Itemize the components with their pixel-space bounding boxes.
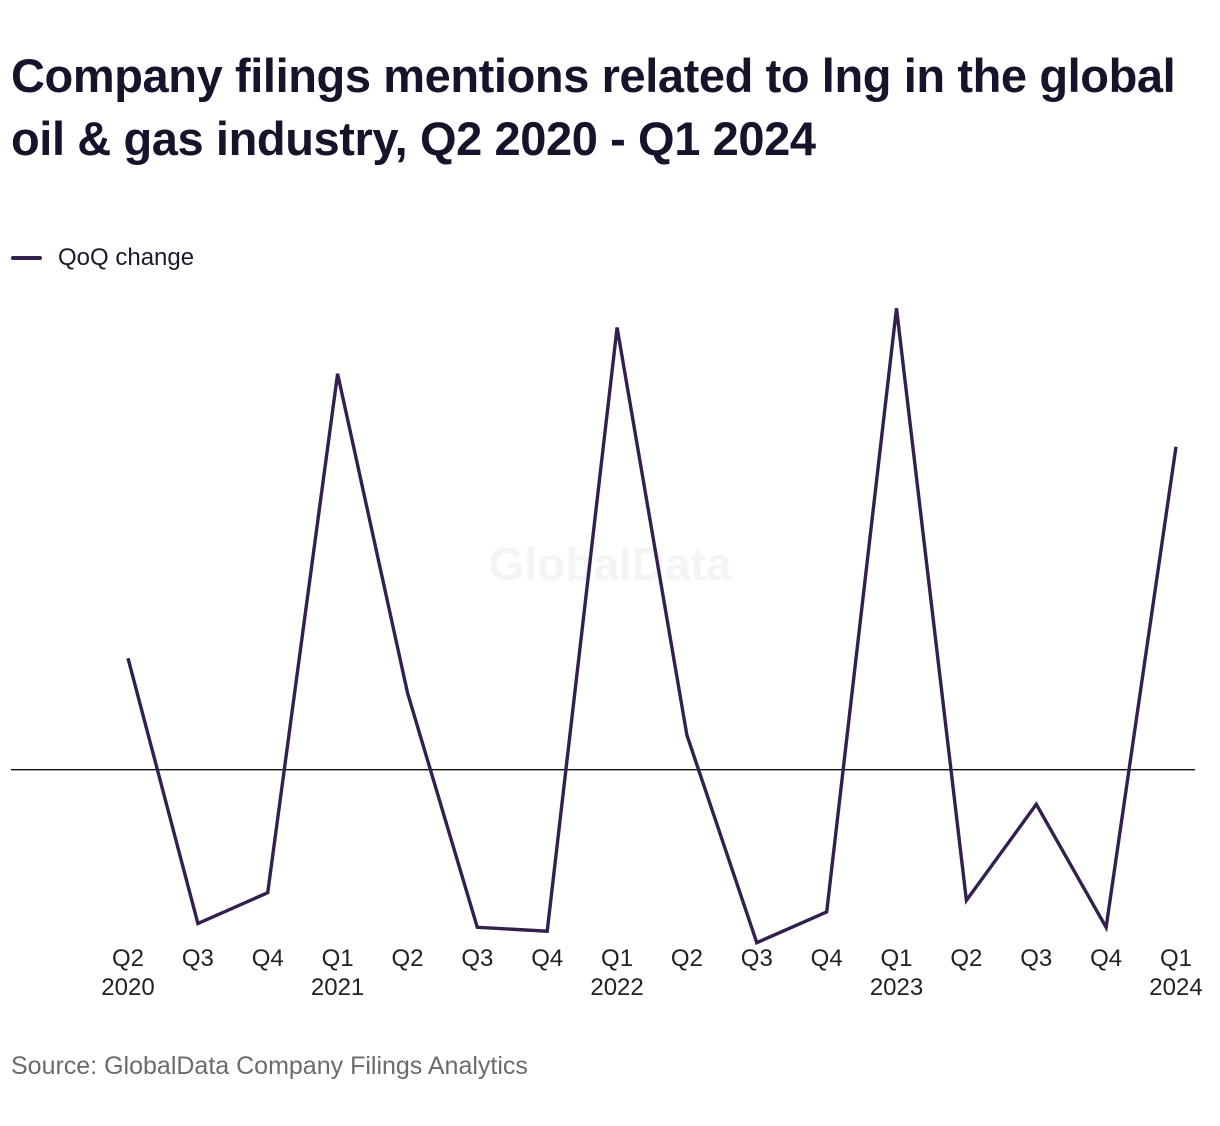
- series-line-qoq-change: [126, 308, 1178, 946]
- x-tick-label: Q1 2021: [311, 945, 364, 1001]
- x-tick-label: Q4: [531, 945, 563, 972]
- chart-title: Company filings mentions related to lng …: [11, 49, 1176, 165]
- x-tick-label: Q3: [1020, 945, 1052, 972]
- x-tick-label: Q2: [950, 945, 982, 972]
- x-tick-label: Q3: [741, 945, 773, 972]
- x-tick-label: Q1 2023: [870, 945, 923, 1001]
- source-note: Source: GlobalData Company Filings Analy…: [11, 1052, 528, 1080]
- legend-swatch: [11, 256, 42, 260]
- x-tick-label: Q2: [671, 945, 703, 972]
- x-tick-label: Q3: [182, 945, 214, 972]
- x-tick-label: Q3: [461, 945, 493, 972]
- x-axis-ticks: Q2 2020 Q3 Q4 Q1 2021 Q2 Q3 Q4 Q1 2022 Q2 Q3 Q4 Q1 2023…: [101, 945, 1202, 1001]
- legend: QoQ change: [11, 240, 194, 276]
- x-tick-label: Q4: [811, 945, 843, 972]
- x-tick-label: Q2 2020: [101, 945, 154, 1001]
- series-layer: [126, 308, 1178, 946]
- x-tick-label: Q2: [391, 945, 423, 972]
- legend-label: QoQ change: [58, 244, 195, 271]
- x-tick-label: Q4: [1090, 945, 1122, 972]
- x-tick-label: Q1 2024: [1149, 945, 1202, 1001]
- x-tick-label: Q1 2022: [590, 945, 643, 1001]
- watermark: GlobalData: [489, 538, 732, 590]
- x-tick-label: Q4: [252, 945, 284, 972]
